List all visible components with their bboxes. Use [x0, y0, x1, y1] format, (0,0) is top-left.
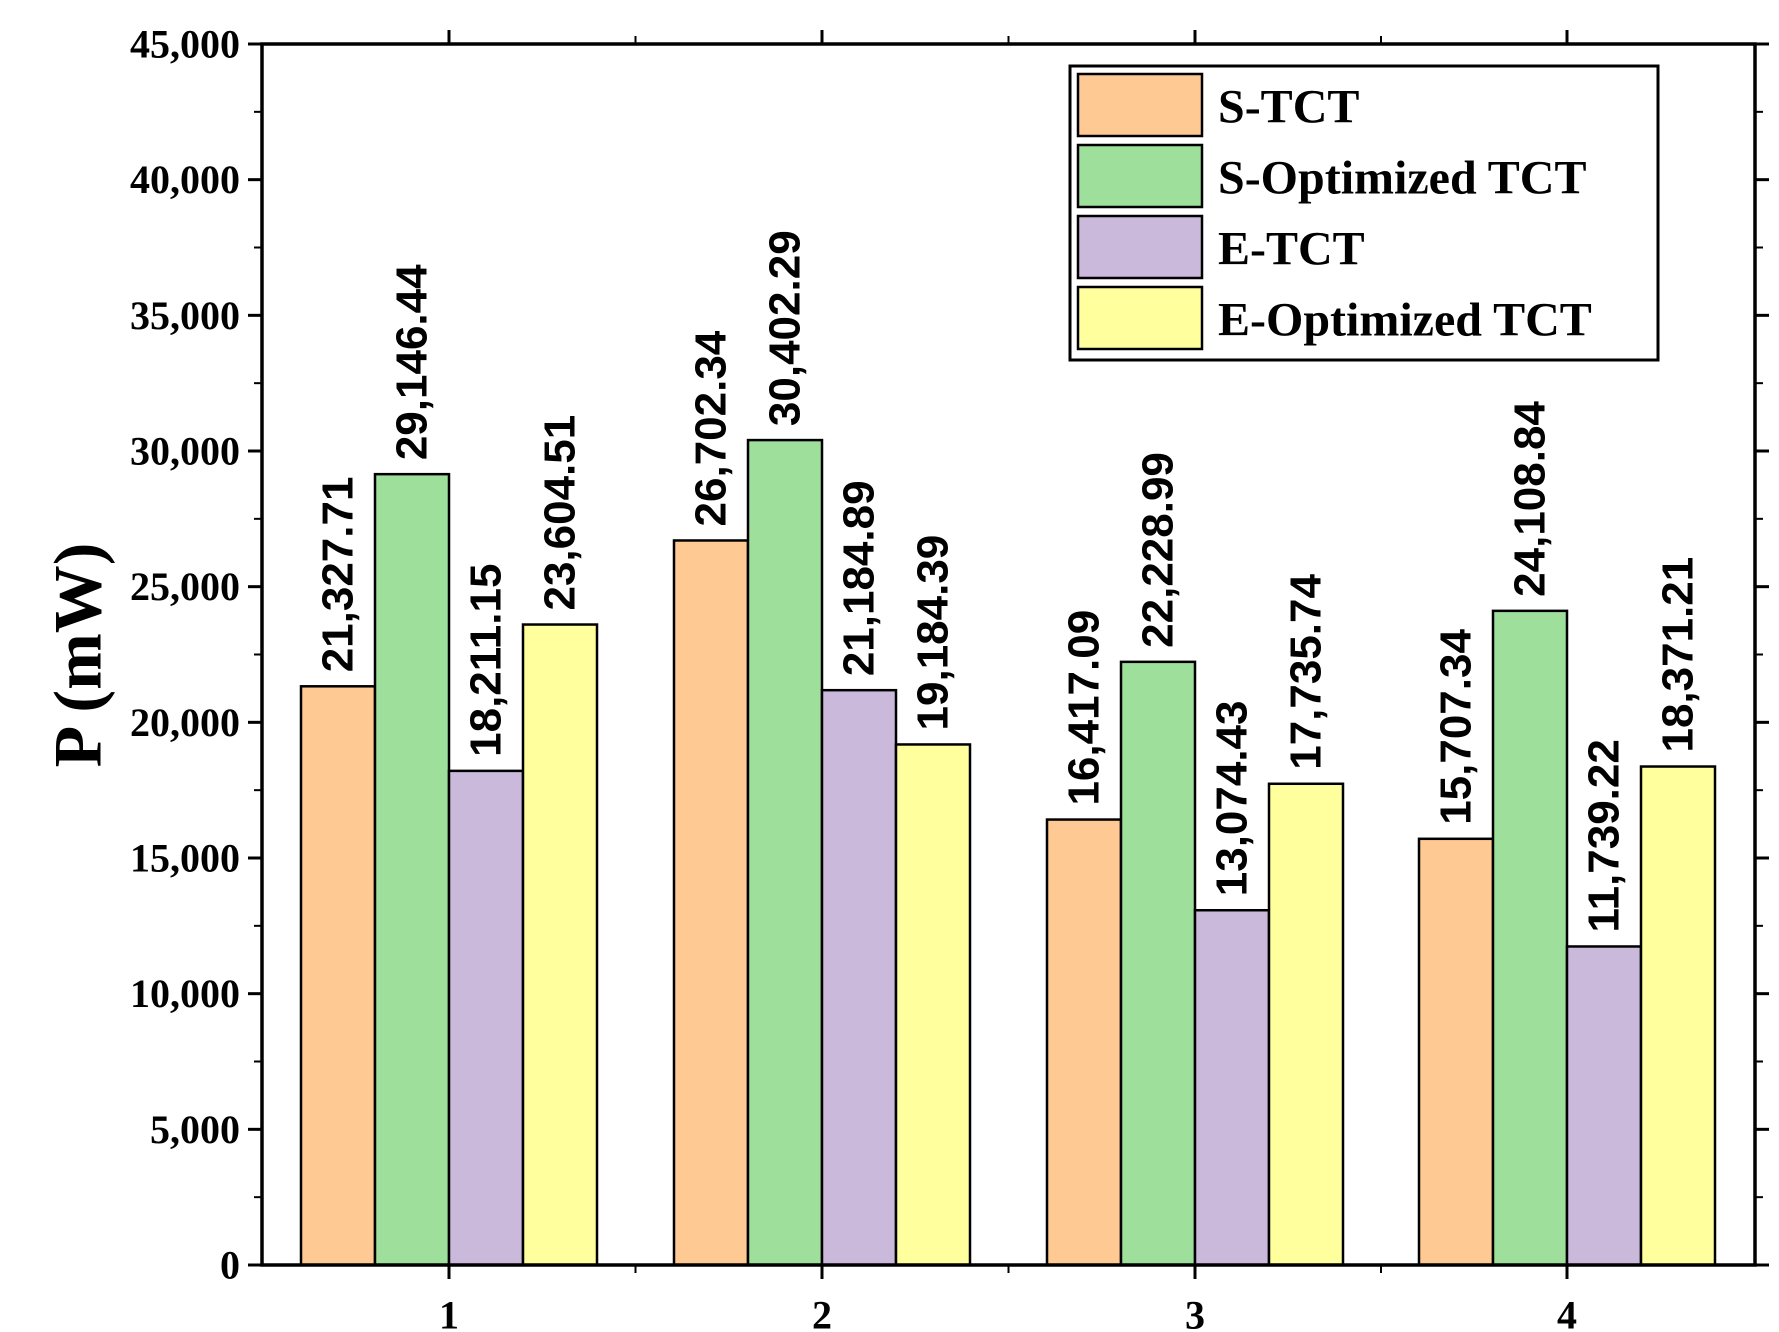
plot-area: 0 5,000 10,000 15,000 20,000 25,000 30,000 35,0… [130, 22, 1769, 1332]
x-tick-label: 4 [1557, 1293, 1577, 1332]
y-axis-label: P (mW) [40, 543, 116, 768]
data-label: 18,211.15 [462, 564, 511, 757]
bar-e-tct-4 [1565, 945, 1643, 1267]
legend-label: S-Optimized TCT [1218, 152, 1586, 205]
legend-swatch [1076, 72, 1204, 138]
bar-e-optimized-tct-2 [894, 743, 972, 1267]
x-tick-label: 3 [1185, 1293, 1205, 1332]
bar-s-optimized-tct-3 [1119, 660, 1197, 1267]
legend-swatch [1076, 285, 1204, 351]
bar-s-optimized-tct-2 [746, 438, 824, 1267]
legend-label: S-TCT [1218, 81, 1359, 134]
bar-e-optimized-tct-3 [1267, 782, 1345, 1267]
y-tick-label: 0 [220, 1243, 240, 1288]
bar-e-tct-2 [820, 688, 898, 1267]
y-tick-label: 45,000 [130, 22, 240, 67]
data-label: 13,074.43 [1208, 700, 1257, 896]
data-label: 26,702.34 [687, 330, 736, 526]
legend-label: E-Optimized TCT [1218, 294, 1592, 347]
data-label: 30,402.29 [761, 230, 810, 426]
y-tick-label: 15,000 [130, 836, 240, 881]
legend-swatch [1076, 143, 1204, 209]
data-label: 19,184.39 [909, 535, 958, 731]
x-tick-label: 1 [439, 1293, 459, 1332]
y-tick-label: 30,000 [130, 429, 240, 474]
data-label: 16,417.09 [1060, 610, 1109, 806]
y-tick-label: 10,000 [130, 971, 240, 1016]
data-label: 23,604.51 [536, 415, 585, 611]
data-label: 21,327.71 [314, 477, 363, 673]
data-label: 15,707.34 [1432, 629, 1481, 825]
legend-label: E-TCT [1218, 223, 1365, 276]
data-label: 29,146.44 [388, 264, 437, 460]
plot-frame [260, 42, 1757, 1267]
bar-s-optimized-tct-4 [1491, 609, 1569, 1267]
bar-s-tct-1 [299, 685, 377, 1267]
x-tick-label: 2 [812, 1293, 832, 1332]
bar-e-tct-1 [447, 769, 525, 1267]
bar-s-optimized-tct-1 [373, 472, 451, 1267]
bar-s-tct-3 [1045, 818, 1123, 1267]
bar-e-optimized-tct-4 [1639, 765, 1717, 1267]
data-label: 11,739.22 [1580, 739, 1629, 932]
data-label: 21,184.89 [835, 480, 884, 676]
bar-e-tct-3 [1193, 908, 1271, 1267]
data-label: 24,108.84 [1506, 401, 1555, 597]
y-tick-label: 20,000 [130, 700, 240, 745]
y-tick-label: 35,000 [130, 293, 240, 338]
y-tick-label: 25,000 [130, 564, 240, 609]
data-label: 17,735.74 [1282, 573, 1331, 769]
data-label: 18,371.21 [1654, 557, 1703, 753]
legend-swatch [1076, 214, 1204, 280]
bar-s-tct-2 [672, 539, 750, 1267]
bar-s-tct-4 [1417, 837, 1495, 1267]
y-tick-label: 5,000 [150, 1107, 240, 1152]
data-label: 22,228.99 [1134, 452, 1183, 648]
bar-e-optimized-tct-1 [521, 623, 599, 1267]
y-tick-label: 40,000 [130, 157, 240, 202]
